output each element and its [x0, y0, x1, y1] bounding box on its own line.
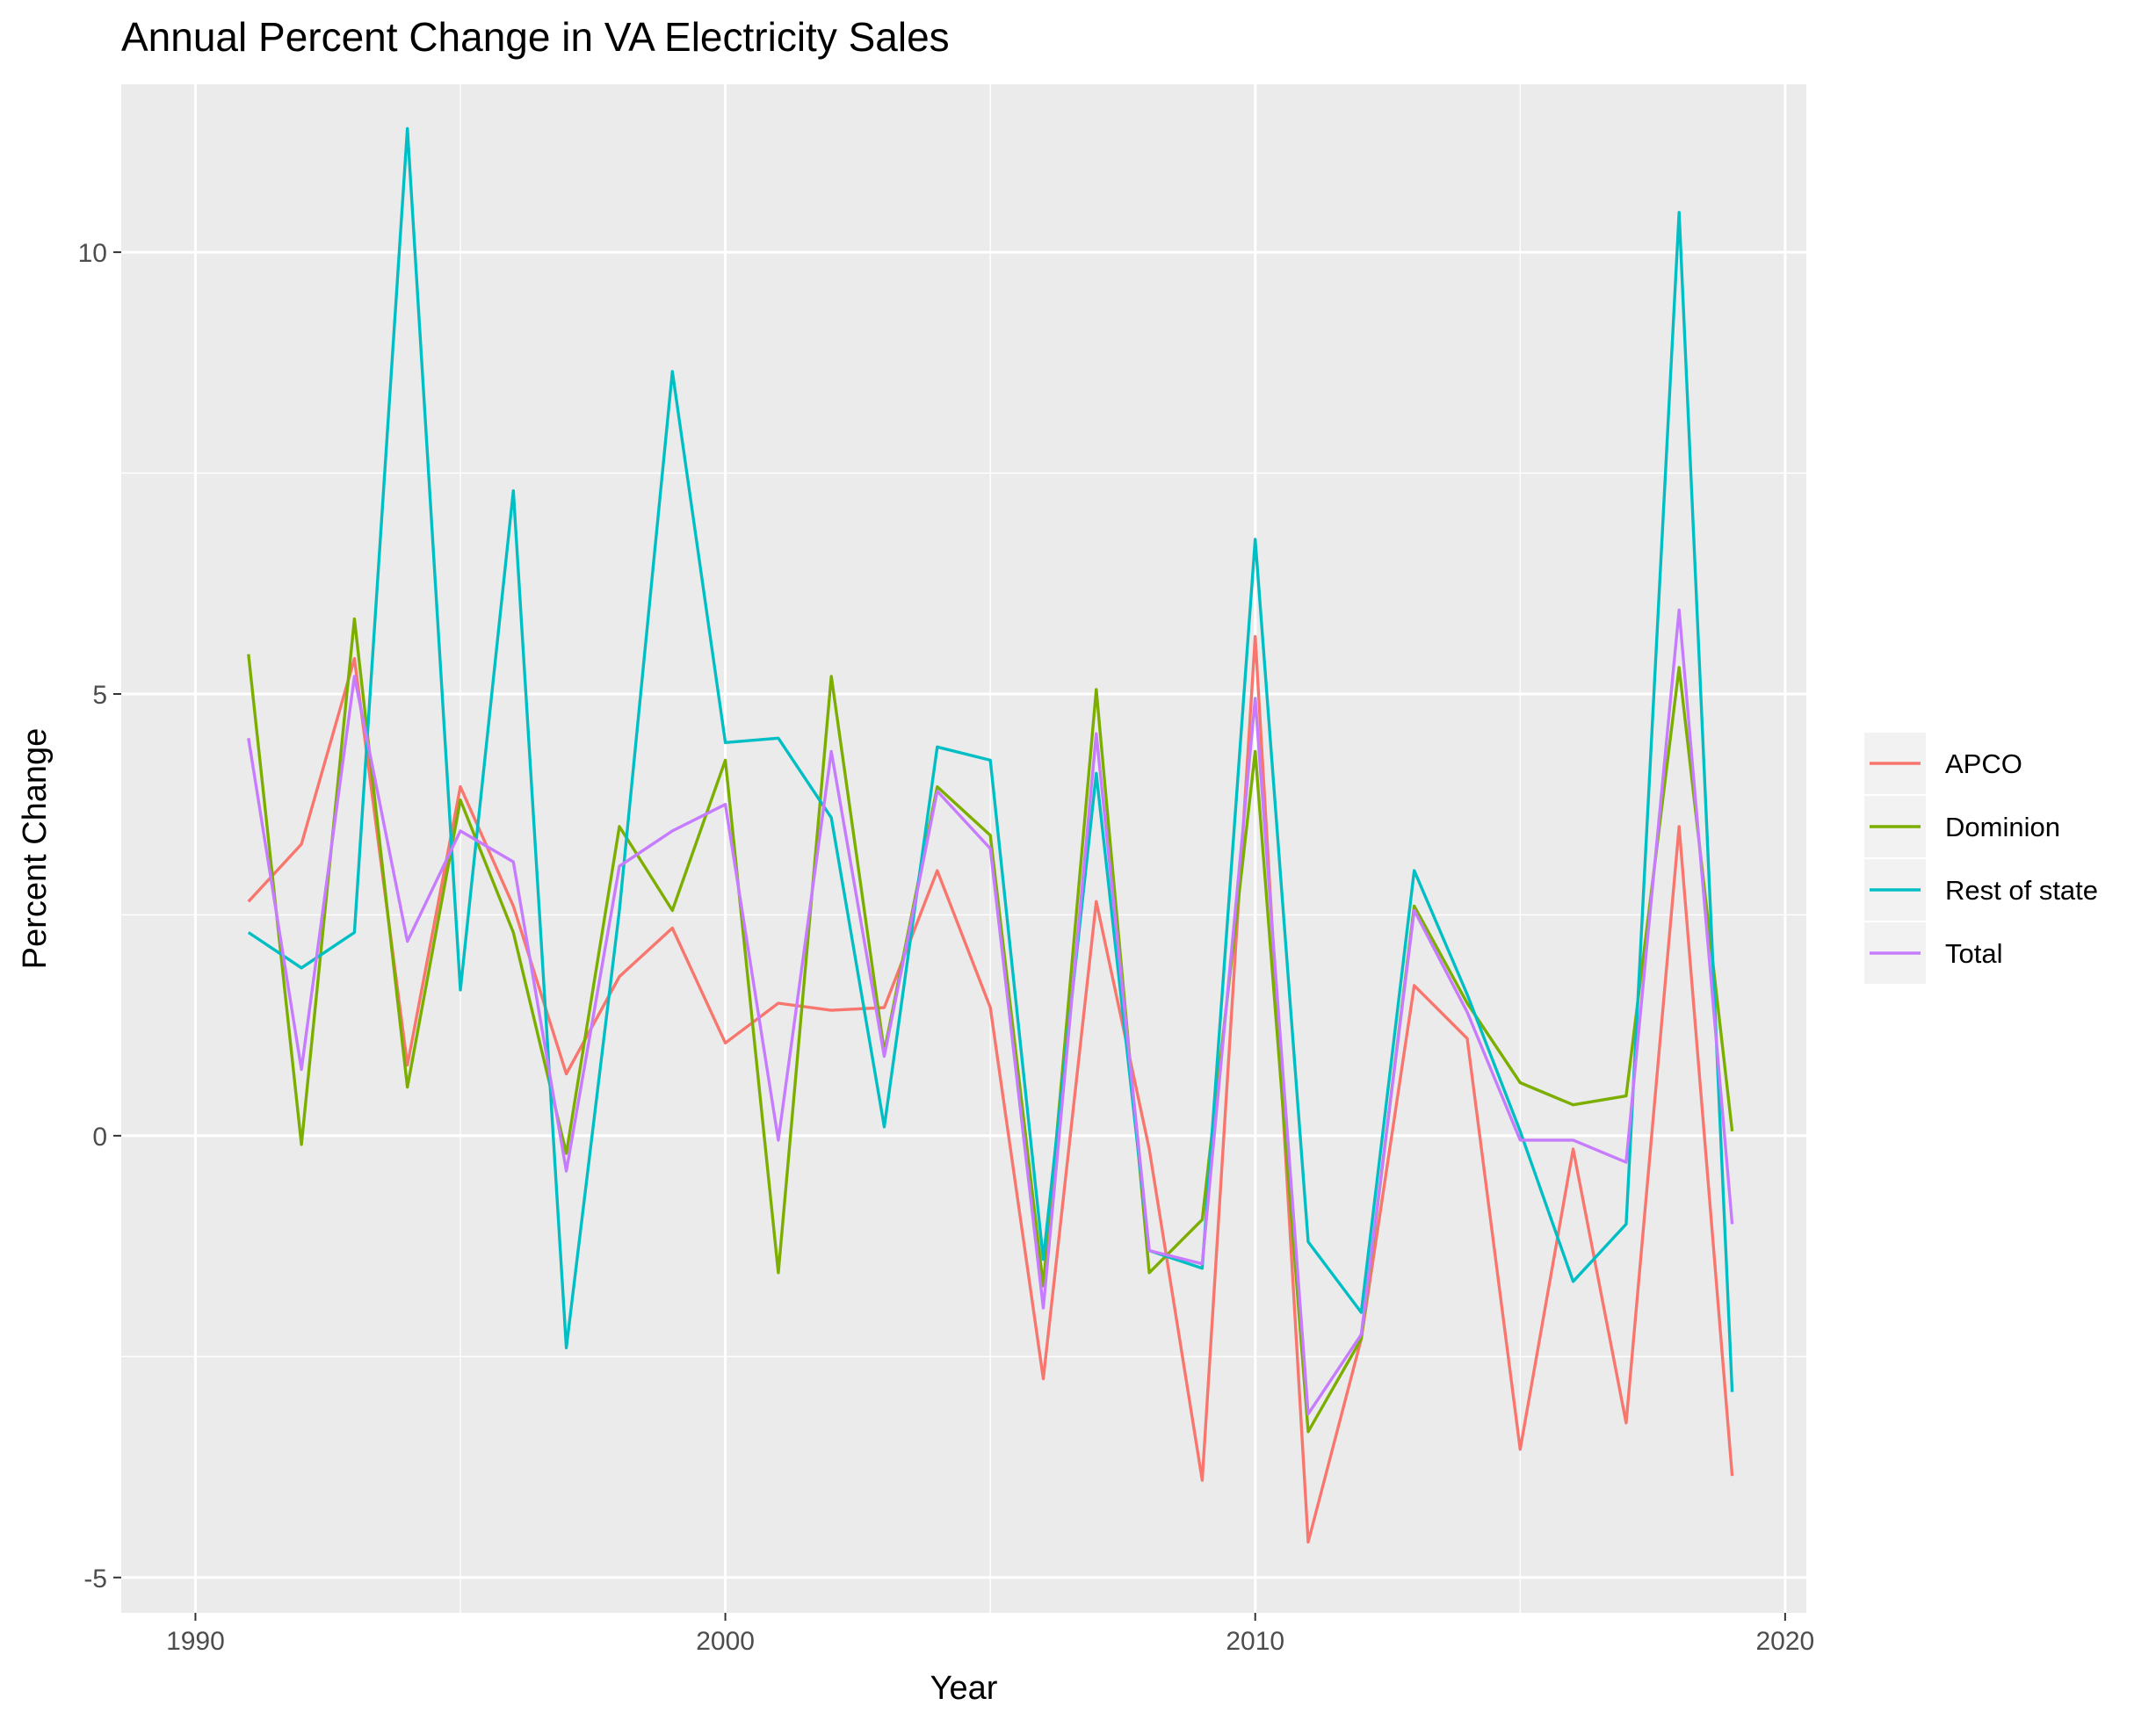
x-tick-label: 2020: [1755, 1627, 1814, 1656]
x-axis-title: Year: [930, 1670, 998, 1707]
series-lines: [247, 126, 1734, 1544]
series-line: [247, 617, 1734, 1434]
legend-label: APCO: [1945, 748, 2022, 779]
legend-label: Total: [1945, 938, 2002, 969]
legend-label: Rest of state: [1945, 875, 2098, 906]
x-tick-label: 1990: [166, 1627, 225, 1656]
series-line: [247, 634, 1734, 1544]
x-tick-label: 2000: [696, 1627, 755, 1656]
x-tick-label: 2010: [1226, 1627, 1284, 1656]
y-tick-label: 10: [78, 239, 107, 268]
y-tick-label: 5: [92, 681, 107, 710]
grid-major: [121, 84, 1806, 1613]
series-line: [247, 608, 1734, 1416]
y-tick-label: 0: [92, 1123, 107, 1152]
x-axis: 1990 2000 2010 2020: [166, 1613, 1814, 1656]
plot-panel: [121, 84, 1806, 1613]
legend: APCO Dominion Rest of state Total: [1864, 733, 2098, 984]
legend-label: Dominion: [1945, 812, 2060, 842]
y-axis: -5 0 5 10: [78, 239, 121, 1594]
chart-title: Annual Percent Change in VA Electricity …: [121, 14, 950, 60]
y-tick-label: -5: [83, 1565, 107, 1594]
series-line: [247, 126, 1734, 1392]
y-axis-title: Percent Change: [17, 728, 54, 970]
